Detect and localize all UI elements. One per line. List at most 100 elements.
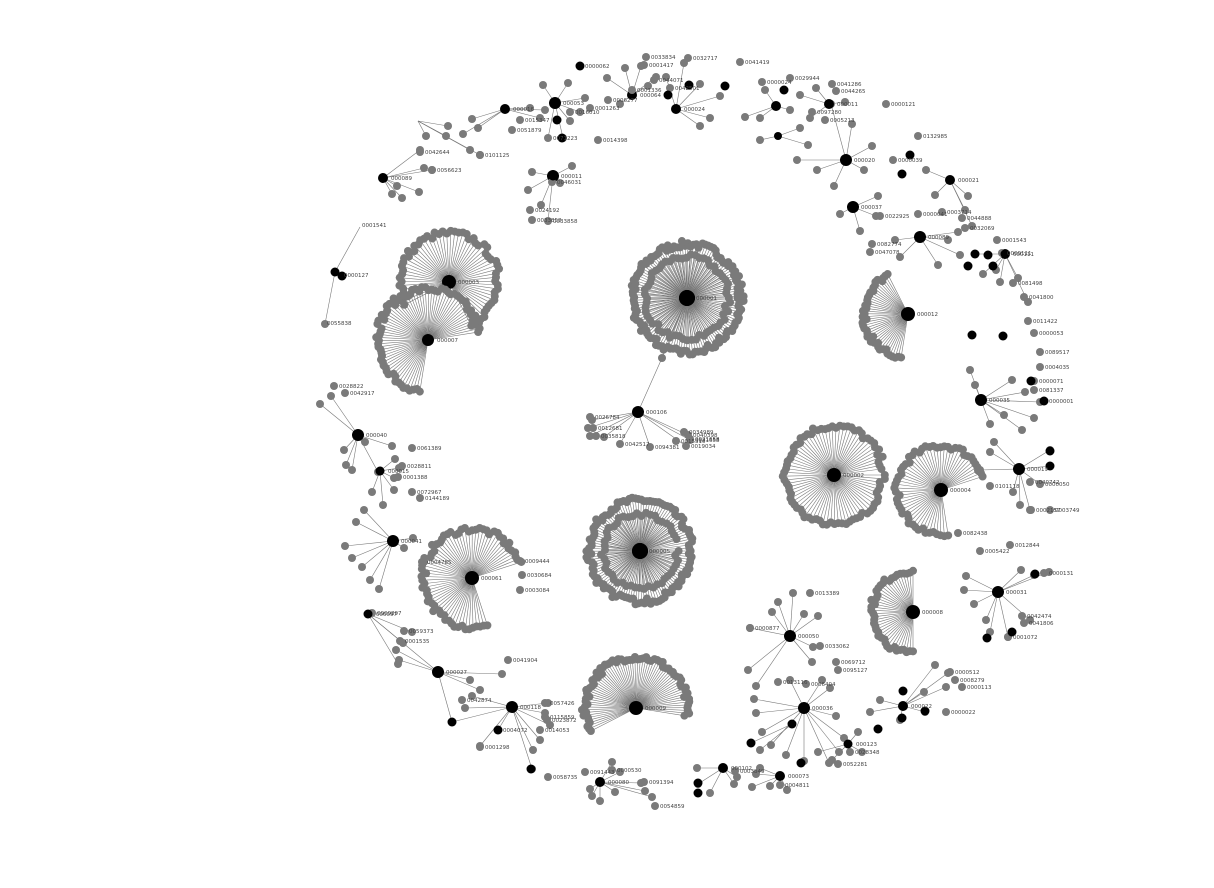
graph-edge [620,501,641,552]
graph-edge [587,707,637,727]
hub-node [897,169,907,179]
graph-edge [804,436,835,476]
graph-edge [367,613,399,665]
graph-edge [635,676,677,709]
leaf-node [951,676,959,684]
graph-edge [448,281,498,286]
graph-edge [593,527,641,552]
graph-edge [639,506,671,552]
graph-edge [511,706,541,741]
graph-edge [403,270,450,283]
leaf-node [774,598,782,606]
graph-edge [423,238,450,283]
node-label: 0000062 [585,64,610,70]
graph-edge [424,287,429,341]
graph-edge [635,666,664,709]
leaf-node [476,686,484,694]
graph-edge [639,550,657,602]
leaf-node [716,92,724,100]
leaf-node [958,683,966,691]
graph-edge [686,246,712,299]
graph-edge [686,297,690,355]
graph-edge [382,339,429,363]
node-label: 000097 [376,612,397,618]
graph-edge [833,426,849,476]
graph-edge [330,395,359,436]
graph-edge [378,540,394,590]
leaf-node [768,608,776,616]
leaf-node [442,132,450,140]
node-label: 0058735 [553,775,578,781]
node-label: 0072967 [417,490,442,496]
graph-edge [471,561,522,579]
node-label: 000035 [989,398,1010,404]
leaf-node [628,86,636,94]
graph-edge [588,707,637,721]
graph-edge [600,667,637,709]
leaf-node [566,108,574,116]
leaf-node [1020,619,1028,627]
graph-edge [902,489,942,514]
graph-edge [378,339,429,345]
node-label: 0001417 [649,63,674,69]
node-label: 0019034 [691,444,716,450]
leaf-node [1036,363,1044,371]
hub-node [1000,249,1010,259]
graph-edge [883,277,909,315]
graph-edge [940,457,972,491]
node-label: 000021 [958,178,979,184]
leaf-node [882,100,890,108]
leaf-node [408,628,416,636]
node-label: 0042874 [467,698,492,704]
graph-edge [833,456,883,476]
leaf-node [848,120,856,128]
graph-edge [422,577,473,581]
graph-edge [639,550,675,587]
leaf-node [526,206,534,214]
graph-edge [898,313,909,357]
leaf-node [416,494,424,502]
graph-edge [471,529,484,579]
leaf-node [686,435,694,443]
graph-edge [428,577,473,598]
graph-edge [448,253,486,283]
graph-edge [411,289,429,341]
leaf-node [516,557,524,565]
graph-edge [407,296,429,341]
graph-edge [637,357,663,413]
graph-edge [900,469,942,491]
graph-edge [426,577,473,595]
graph-edge [833,474,835,524]
hub-node [920,706,930,716]
node-label: 0022925 [885,214,910,220]
graph-edge [833,426,845,476]
hub-node [465,571,479,585]
leaf-node [616,100,624,108]
graph-edge [887,273,909,315]
node-label: 0000131 [1049,571,1074,577]
leaf-node [866,708,874,716]
graph-edge [777,601,791,637]
node-label: 0002157 [1036,508,1061,514]
leaf-node [866,248,874,256]
node-label: 0042501 [675,86,700,92]
leaf-node [650,76,658,84]
graph-edge [878,611,914,637]
leaf-node [774,678,782,686]
graph-edge [869,705,904,713]
node-label: 0044888 [967,216,992,222]
node-label: 0016010 [575,110,600,116]
leaf-node [808,658,816,666]
leaf-node [750,695,758,703]
graph-edge [587,704,637,709]
leaf-node [474,124,482,132]
graph-edge [912,454,942,491]
node-label: 0081498 [1018,281,1043,287]
graph-edge [790,474,835,499]
leaf-node [990,438,998,446]
leaf-node [960,586,968,594]
leaf-node [518,571,526,579]
graph-edge [381,339,429,357]
leaf-node [537,201,545,209]
